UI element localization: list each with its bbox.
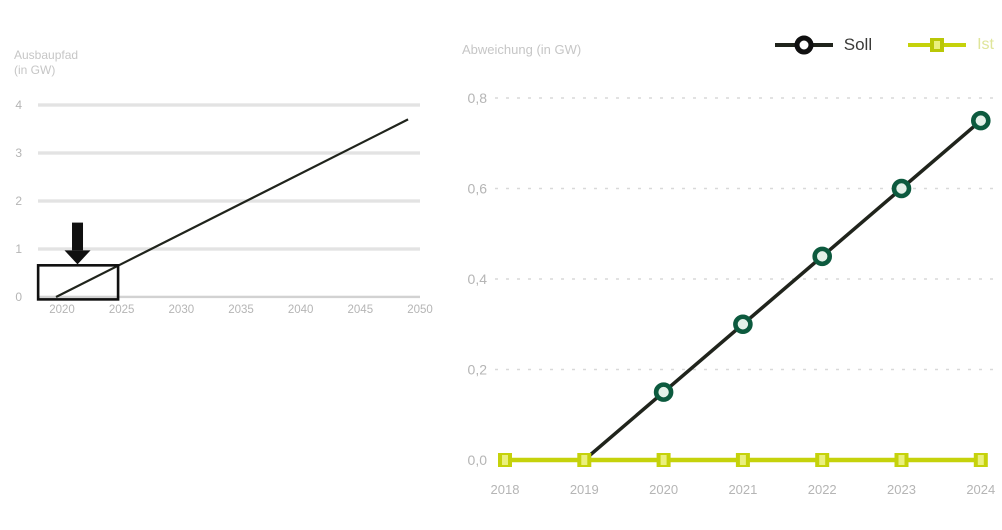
ist-marker-inner — [739, 455, 746, 465]
x-tick-label: 2020 — [49, 304, 75, 316]
x-tick-label: 2024 — [966, 482, 995, 497]
right-chart: 0,0 0,2 0,4 0,6 0,8 2018 2019 2020 2021 2022 2023 2… — [468, 90, 996, 497]
y-tick-label: 1 — [15, 242, 22, 256]
x-tick-label: 2035 — [228, 304, 254, 316]
soll-marker — [812, 246, 833, 267]
legend-label-ist: Ist — [977, 36, 994, 53]
ist-marker-inner — [502, 455, 508, 465]
x-tick-label: 2020 — [649, 482, 678, 497]
y-tick-label: 0,4 — [468, 271, 488, 287]
legend-label-soll: Soll — [843, 35, 873, 54]
ist-line-marker-icon — [908, 38, 967, 52]
x-tick-label: 2030 — [169, 304, 195, 316]
gridline — [38, 247, 420, 251]
ist-marker-inner — [898, 455, 905, 465]
soll-marker — [653, 382, 674, 402]
y-tick-label: 0,0 — [468, 452, 488, 468]
y-tick-label: 0,6 — [468, 181, 488, 197]
x-tick-label: 2050 — [407, 304, 433, 316]
left-chart-title: Ausbaupfad (in GW) — [14, 48, 78, 78]
y-tick-label: 3 — [15, 146, 22, 160]
legend: Soll Ist — [442, 34, 998, 56]
y-tick-label: 0,2 — [468, 362, 488, 378]
gridline — [38, 103, 420, 107]
soll-line-marker-icon — [774, 35, 833, 55]
soll-marker — [733, 314, 753, 335]
x-tick-label: 2019 — [570, 482, 599, 497]
x-tick-label: 2040 — [288, 304, 314, 316]
arrow-shaft — [72, 222, 84, 251]
soll-line — [583, 119, 982, 462]
left-chart-title-line1: Ausbaupfad — [14, 48, 79, 62]
x-tick-label: 2022 — [808, 482, 837, 497]
arrow-head-icon — [64, 250, 91, 265]
x-tick-label: 2018 — [491, 482, 520, 497]
left-chart: 0 1 2 3 4 2020 2025 2030 2035 2040 2045 2050 — [15, 98, 433, 316]
x-tick-label: 2045 — [348, 304, 374, 316]
y-tick-label: 2 — [15, 194, 22, 208]
x-tick-label: 2023 — [887, 482, 916, 497]
soll-marker — [970, 110, 991, 131]
soll-marker — [891, 178, 912, 199]
left-chart-title-line2: (in GW) — [14, 63, 56, 77]
gridline — [38, 199, 420, 203]
ist-marker-inner — [581, 455, 588, 465]
ist-marker-inner — [660, 455, 667, 465]
soll-line — [55, 118, 409, 298]
ist-marker-inner — [977, 455, 984, 465]
x-axis-line — [38, 295, 420, 299]
zoom-box-annotation — [36, 264, 120, 301]
y-tick-label: 4 — [15, 98, 22, 112]
gridline — [38, 151, 420, 155]
right-chart-title: Abweichung (in GW) — [462, 42, 582, 57]
y-tick-label: 0 — [15, 290, 22, 304]
y-tick-label: 0,8 — [468, 90, 488, 106]
legend-item-soll: Soll — [773, 34, 872, 56]
ist-marker-inner — [819, 455, 826, 465]
x-tick-label: 2021 — [728, 482, 757, 497]
legend-item-ist: Ist — [906, 34, 994, 56]
x-tick-label: 2025 — [109, 304, 135, 316]
